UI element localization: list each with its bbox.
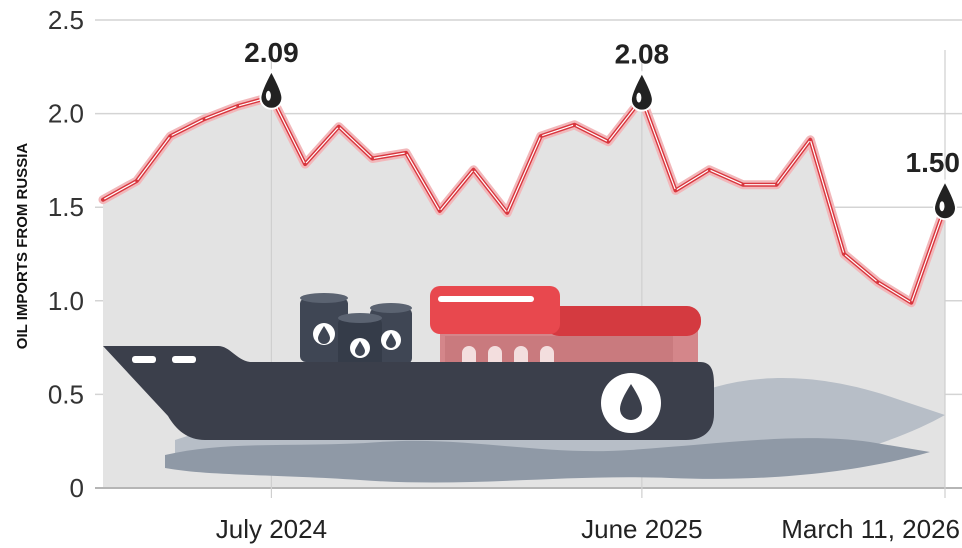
data-point <box>539 134 543 138</box>
data-point <box>674 188 678 192</box>
x-tick-label: June 2025 <box>581 514 702 544</box>
series-line-highlight <box>102 96 946 304</box>
data-point <box>168 134 172 138</box>
data-point <box>775 183 779 187</box>
data-point <box>808 138 812 142</box>
data-point <box>842 252 846 256</box>
data-point <box>505 211 509 215</box>
data-point <box>202 117 206 121</box>
barrels <box>300 293 412 370</box>
y-tick-label: 0.5 <box>48 379 84 409</box>
annotation-label: 2.08 <box>615 39 670 70</box>
drop-shine <box>265 90 271 101</box>
data-point <box>471 168 475 172</box>
drop-shine <box>939 201 945 212</box>
tanker-ship-icon <box>103 286 945 483</box>
annotation-label: 2.09 <box>244 37 299 68</box>
annotation: 1.50 <box>906 147 961 221</box>
oil-drop-icon <box>620 384 642 420</box>
y-axis-label: OIL IMPORTS FROM RUSSIA <box>14 143 31 350</box>
annotation: 2.09 <box>244 37 299 110</box>
data-point <box>741 183 745 187</box>
x-tick-label: March 11, 2026 <box>781 514 960 544</box>
data-point <box>573 123 577 127</box>
data-point <box>337 125 341 129</box>
annotations: 2.09 2.08 1.50 <box>244 37 961 221</box>
y-tick-label: 2.0 <box>48 99 84 129</box>
x-tick-label: July 2024 <box>216 514 327 544</box>
data-point <box>707 168 711 172</box>
drop-shine <box>636 92 642 103</box>
y-tick-label: 1.0 <box>48 286 84 316</box>
y-tick-label: 0 <box>70 473 84 503</box>
data-point <box>606 140 610 144</box>
data-point <box>909 301 913 305</box>
data-point <box>438 209 442 213</box>
data-point <box>101 198 105 202</box>
data-point <box>236 104 240 108</box>
data-points <box>101 95 947 305</box>
data-point <box>404 151 408 155</box>
data-point <box>303 162 307 166</box>
data-point <box>370 157 374 161</box>
y-tick-label: 2.5 <box>48 5 84 35</box>
oil-drop-icon <box>932 179 958 221</box>
y-tick-label: 1.5 <box>48 192 84 222</box>
hull <box>103 346 714 440</box>
wave-mid <box>165 438 930 483</box>
y-tick-labels: 0 0.5 1.0 1.5 2.0 2.5 <box>48 5 84 503</box>
oil-drop-icon <box>629 70 654 112</box>
oil-drop-icon <box>259 68 284 110</box>
annotation-label: 1.50 <box>906 147 961 178</box>
annotation: 2.08 <box>615 39 670 112</box>
data-point <box>876 280 880 284</box>
data-point <box>135 179 139 183</box>
